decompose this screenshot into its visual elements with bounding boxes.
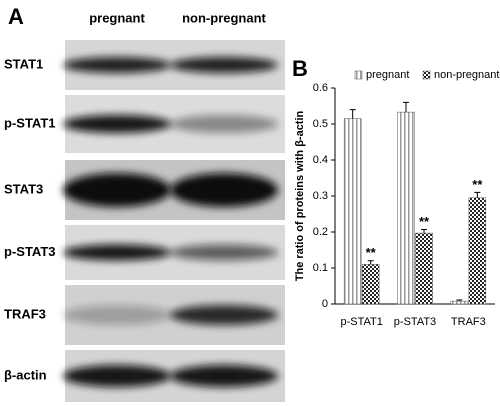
legend-label: pregnant xyxy=(366,69,409,81)
error-bar xyxy=(456,299,463,302)
row-label: STAT3 xyxy=(4,181,43,196)
blot-band xyxy=(170,365,278,387)
error-bar xyxy=(367,260,374,265)
blot-band xyxy=(170,115,278,133)
blot-band xyxy=(63,173,171,207)
column-label: pregnant xyxy=(89,10,145,25)
row-label: p-STAT1 xyxy=(4,115,56,130)
panel-label: B xyxy=(292,56,308,81)
legend-label: non-pregnant xyxy=(434,69,499,81)
significance-label: ** xyxy=(419,214,430,229)
y-tick-label: 0.3 xyxy=(313,190,328,202)
legend-swatch xyxy=(354,70,363,80)
blot-band xyxy=(63,365,171,387)
y-tick-label: 0 xyxy=(322,298,328,310)
x-tick-label: TRAF3 xyxy=(451,316,486,328)
y-tick-label: 0.2 xyxy=(313,226,328,238)
y-axis-label: The ratio of proteins with β-actin xyxy=(294,110,306,281)
row-label: TRAF3 xyxy=(4,306,46,321)
significance-label: ** xyxy=(472,177,483,192)
column-label: non-pregnant xyxy=(182,10,266,25)
blot-band xyxy=(170,305,278,325)
y-tick-label: 0.6 xyxy=(313,82,328,94)
panel-label: A xyxy=(8,4,24,29)
row-label: STAT1 xyxy=(4,56,43,71)
bar xyxy=(468,197,487,305)
blot-band xyxy=(63,305,171,325)
x-tick-label: p-STAT1 xyxy=(340,316,382,328)
bar xyxy=(450,300,469,305)
blot-band xyxy=(63,115,171,133)
blot-band xyxy=(170,57,278,73)
error-bar xyxy=(403,101,409,113)
bar xyxy=(415,232,433,305)
blot-band xyxy=(170,244,278,261)
row-label: p-STAT3 xyxy=(4,244,56,259)
bar xyxy=(361,264,380,305)
legend-swatch xyxy=(422,70,431,80)
y-tick-label: 0.1 xyxy=(313,262,328,274)
error-bar xyxy=(474,191,481,198)
blot-band xyxy=(170,173,278,207)
y-tick-label: 0.5 xyxy=(313,118,328,130)
bar xyxy=(397,111,415,305)
significance-label: ** xyxy=(366,245,377,260)
row-label: β-actin xyxy=(4,367,47,382)
blot-band xyxy=(63,244,171,261)
x-tick-label: p-STAT3 xyxy=(394,316,436,328)
y-tick-label: 0.4 xyxy=(313,154,328,166)
blot-band xyxy=(63,57,171,73)
error-bar xyxy=(421,228,427,234)
bar xyxy=(343,118,362,305)
error-bar xyxy=(349,109,356,119)
